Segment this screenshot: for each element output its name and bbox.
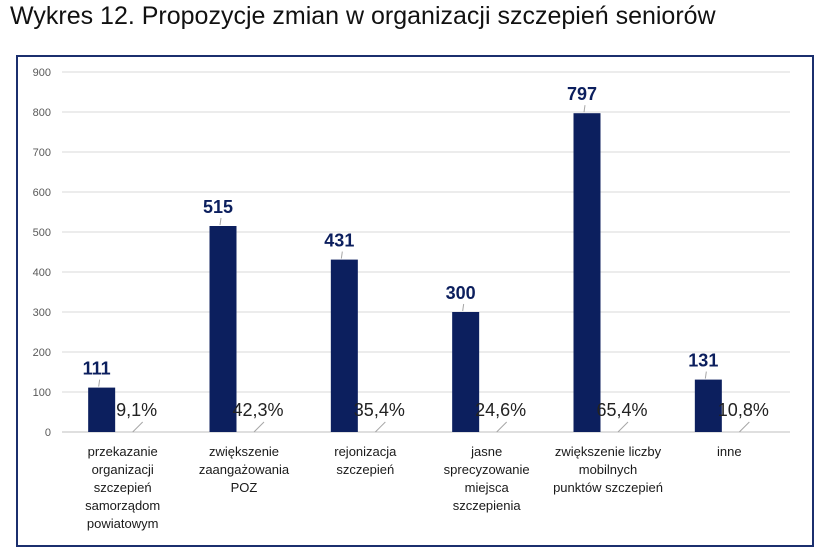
bar-3 [452,312,480,432]
category-label-3: jasne sprecyzowanie miejsca szczepienia [444,444,530,513]
value-leader-2 [340,251,343,259]
percent-label-4: 65,4% [596,400,647,420]
category-label-line: mobilnych [579,462,638,477]
category-label-line: jasne [470,444,502,459]
bar-1 [209,226,237,432]
value-leader-0 [98,379,101,387]
y-tick-label: 600 [33,187,51,199]
category-label-5: inne [717,444,742,459]
bar-0 [88,387,116,432]
y-tick-label: 700 [33,147,51,159]
category-label-line: szczepień [94,480,152,495]
percent-leader-3 [496,421,508,433]
percent-leader-1 [253,421,265,433]
category-label-line: POZ [231,480,258,495]
chart-title: Wykres 12. Propozycje zmian w organizacj… [10,2,716,30]
value-label-2: 431 [324,231,354,251]
chart-frame [16,55,814,547]
category-label-2: rejonizacja szczepień [334,444,397,477]
y-tick-label: 400 [33,267,51,279]
category-label-1: zwiększenie zaangażowania POZ [199,444,290,495]
category-label-line: samorządom [85,498,160,513]
category-label-line: szczepienia [453,498,522,513]
value-label-0: 111 [83,359,111,379]
percent-label-0: 9,1% [116,400,157,420]
category-label-line: przekazanie [88,444,158,459]
category-label-line: sprecyzowanie [444,462,530,477]
y-tick-label: 900 [33,67,51,79]
value-leader-1 [219,217,222,226]
percent-label-3: 24,6% [475,400,526,420]
category-label-line: inne [717,444,742,459]
category-label-0: przekazanie organizacji szczepień samorządo… [85,444,160,531]
category-label-4: zwiększenie liczby mobilnych punktów szcze… [553,444,663,495]
category-label-line: zwiększenie liczby [555,444,662,459]
percent-leader-5 [738,421,750,433]
category-label-line: szczepień [336,462,394,477]
category-label-line: rejonizacja [334,444,397,459]
y-tick-label: 200 [33,347,51,359]
category-label-line: miejsca [465,480,510,495]
y-tick-label: 0 [45,427,51,439]
bar-5 [694,379,722,432]
percent-leader-0 [132,421,144,433]
y-tick-label: 100 [33,387,51,399]
y-tick-label: 500 [33,227,51,239]
y-tick-label: 800 [33,107,51,119]
category-label-line: punktów szczepień [553,480,663,495]
percent-label-1: 42,3% [232,400,283,420]
percent-label-2: 35,4% [354,400,405,420]
bar-4 [573,113,601,432]
value-leader-3 [462,303,465,312]
category-label-line: zwiększenie [209,444,279,459]
percent-leader-4 [617,421,629,433]
value-leader-5 [704,371,707,379]
value-label-3: 300 [446,283,476,303]
bar-2 [330,259,358,432]
category-label-line: zaangażowania [199,462,290,477]
percent-label-5: 10,8% [718,400,769,420]
value-label-5: 131 [688,351,718,371]
category-label-line: powiatowym [87,516,159,531]
category-label-line: organizacji [92,462,154,477]
value-label-1: 515 [203,197,233,217]
y-tick-label: 300 [33,307,51,319]
percent-leader-2 [374,421,386,433]
value-leader-4 [583,105,586,113]
value-label-4: 797 [567,84,597,104]
